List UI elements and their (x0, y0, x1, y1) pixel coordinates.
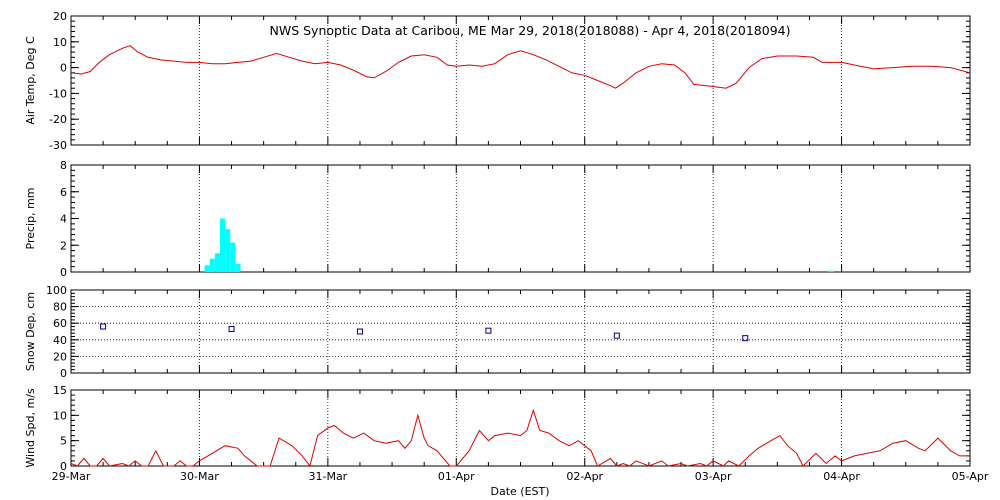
x-axis-label: Date (EST) (490, 485, 549, 498)
x-tick-label: 05-Apr (952, 470, 989, 483)
precip-bar (209, 258, 215, 272)
chart-title: NWS Synoptic Data at Caribou, ME Mar 29,… (270, 23, 791, 38)
x-tick-label: 03-Apr (695, 470, 732, 483)
panel-0: 20 10 0 -10 -20 -30 Air Temp, Deg C (24, 10, 971, 152)
series-line (70, 45, 971, 89)
y-tick-label: 5 (60, 435, 67, 448)
snow-depth-point (228, 326, 235, 333)
y-axis-label: Air Temp, Deg C (24, 36, 37, 125)
x-tick-label: 01-Apr (438, 470, 475, 483)
y-tick-label: 10 (53, 409, 67, 422)
y-tick-label: 2 (60, 239, 67, 252)
precip-bar (225, 229, 231, 272)
x-tick-label: 30-Mar (180, 470, 219, 483)
y-axis-label: Wind Spd, m/s (24, 388, 37, 468)
panel-2: 100 80 60 40 20 0 Snow Dep, cm (24, 284, 971, 380)
panel-frame (70, 164, 971, 273)
snow-depth-point (485, 327, 492, 334)
y-tick-label: -20 (49, 113, 67, 126)
x-tick-label: 04-Apr (823, 470, 860, 483)
precip-bar (230, 242, 236, 272)
y-tick-label: 4 (60, 213, 67, 226)
y-tick-label: -30 (49, 139, 67, 152)
y-axis-label: Precip, mm (24, 188, 37, 250)
y-tick-label: 8 (60, 159, 67, 172)
y-tick-label: 80 (53, 301, 67, 314)
snow-depth-point (356, 328, 363, 335)
y-tick-label: 20 (53, 10, 67, 23)
y-tick-label: 10 (53, 36, 67, 49)
y-axis-label: Snow Dep, cm (24, 292, 37, 371)
y-tick-label: 15 (53, 384, 67, 397)
y-tick-label: 20 (53, 350, 67, 363)
y-tick-label: 40 (53, 334, 67, 347)
panel-3: 15 10 5 0 Wind Spd, m/s (24, 384, 971, 473)
snow-depth-point (742, 335, 749, 342)
precip-bar (828, 270, 834, 272)
y-tick-label: 6 (60, 186, 67, 199)
x-tick-label: 31-Mar (308, 470, 347, 483)
y-tick-label: 0 (60, 266, 67, 279)
precip-bar (235, 263, 241, 272)
precip-bar (214, 253, 220, 272)
panel-1: 8 6 4 2 0 Precip, mm (24, 159, 971, 279)
y-tick-label: 60 (53, 317, 67, 330)
x-tick-label: 29-Mar (52, 470, 91, 483)
y-tick-label: -10 (49, 87, 67, 100)
y-tick-label: 100 (46, 284, 67, 297)
series-line (70, 408, 970, 468)
snow-depth-point (613, 332, 620, 339)
x-tick-label: 02-Apr (566, 470, 603, 483)
panel-frame (70, 389, 971, 467)
y-tick-label: 0 (60, 460, 67, 473)
y-tick-label: 0 (60, 367, 67, 380)
snow-depth-point (100, 323, 107, 330)
y-tick-label: 0 (60, 62, 67, 75)
panel-frame (70, 289, 971, 374)
precip-bar (219, 218, 226, 272)
precip-bar (204, 265, 210, 272)
